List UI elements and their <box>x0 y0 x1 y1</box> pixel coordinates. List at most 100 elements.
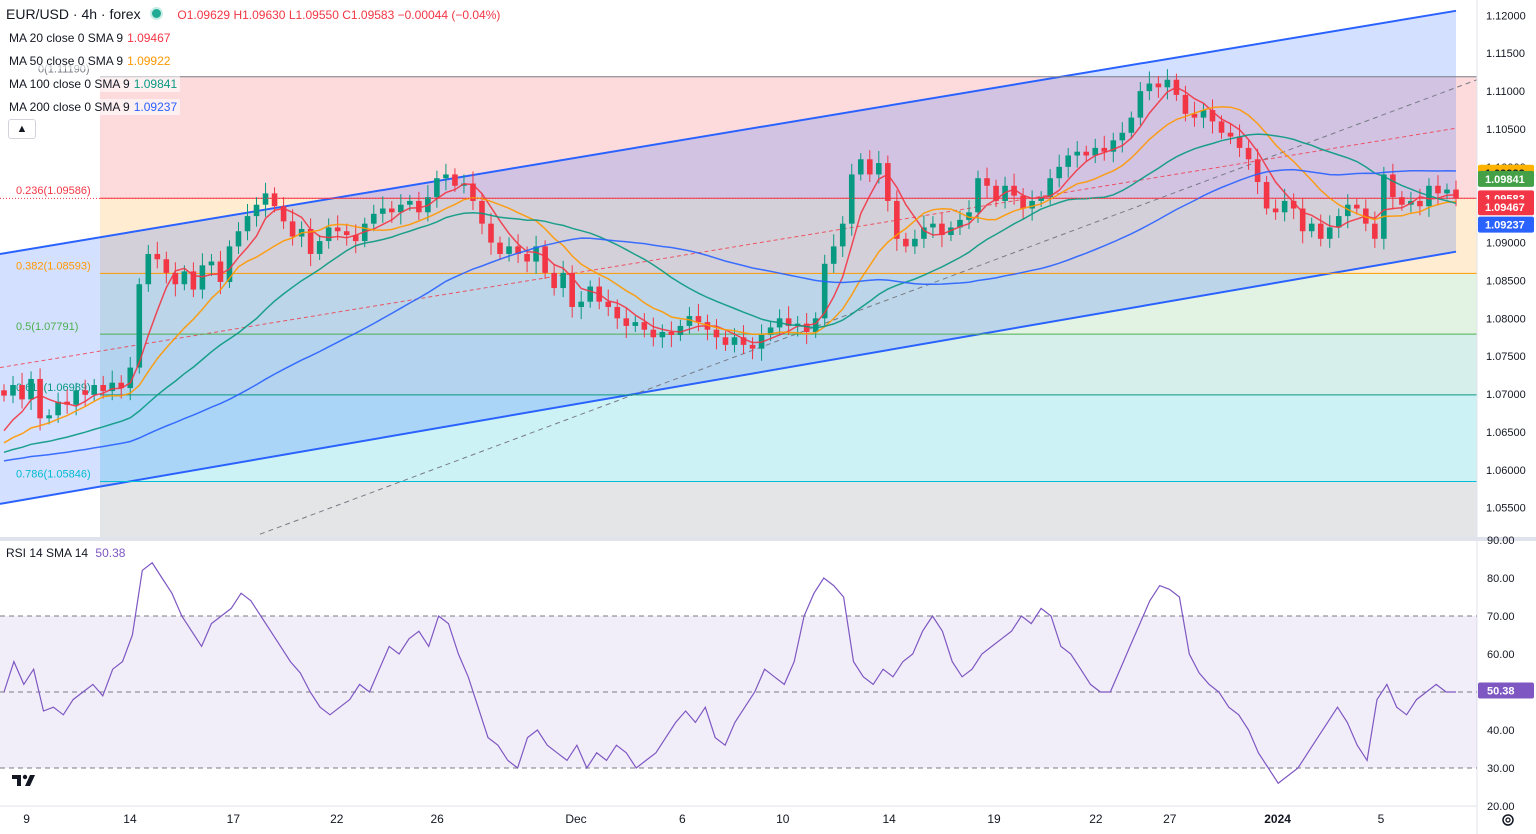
collapse-legend-button[interactable]: ▲ <box>8 119 36 139</box>
candle-body <box>1191 113 1198 118</box>
rsi-tick-label: 80.00 <box>1487 573 1515 585</box>
candle-body <box>569 272 575 307</box>
legend-ma100[interactable]: MA 100 close 0 SMA 9 1.09841 <box>6 76 181 92</box>
chart-header: EUR/USD · 4h · forex O1.09629 H1.09630 L… <box>6 6 500 22</box>
candle-body <box>244 216 251 232</box>
tradingview-logo-icon[interactable] <box>10 770 40 790</box>
market-open-icon <box>150 7 164 20</box>
price-label-badge <box>1478 199 1534 216</box>
candle-body <box>1146 83 1153 92</box>
rsi-tick-label: 40.00 <box>1487 725 1515 737</box>
candle-body <box>407 200 413 205</box>
price-tick-label: 1.07500 <box>1486 351 1526 363</box>
candle-body <box>1101 147 1108 152</box>
candle-body <box>803 323 810 332</box>
candle-body <box>217 261 224 282</box>
price-tick-label: 1.12000 <box>1486 10 1526 22</box>
fib-trend-line <box>259 79 1478 535</box>
candle-body <box>975 178 981 213</box>
candle-body <box>1236 136 1243 148</box>
candle-body <box>1390 174 1396 198</box>
legend-ma200[interactable]: MA 200 close 0 SMA 9 1.09237 <box>6 99 181 115</box>
price-label-badge <box>1478 216 1534 233</box>
candle-body <box>1137 91 1144 118</box>
candle-body <box>542 246 548 273</box>
candle-body <box>605 301 612 307</box>
candle-body <box>1381 174 1387 239</box>
candle-body <box>1227 132 1234 137</box>
candle-body <box>1372 223 1378 239</box>
legend-rsi[interactable]: RSI 14 SMA 14 50.38 <box>6 546 125 560</box>
legend-ma20[interactable]: MA 20 close 0 SMA 9 1.09467 <box>6 30 174 46</box>
candle-body <box>1335 216 1342 228</box>
chevron-up-icon: ▲ <box>16 123 28 135</box>
candle-body <box>1182 94 1189 114</box>
price-tick-label: 1.06000 <box>1486 465 1526 477</box>
candle-body <box>740 337 747 345</box>
price-tick-label: 1.10500 <box>1486 124 1526 136</box>
time-tick-label: 27 <box>1163 812 1177 826</box>
candle-body <box>1128 117 1135 133</box>
candle-body <box>1119 132 1126 141</box>
candle-body <box>316 241 323 254</box>
legend-ma20-label: MA 20 close 0 SMA 9 <box>9 31 124 45</box>
ohlc-change: −0.00044 (−0.04%) <box>397 8 501 22</box>
candle-body <box>1417 200 1423 207</box>
candle-body <box>939 223 945 236</box>
price-label-badge <box>1478 170 1534 187</box>
gear-icon[interactable] <box>1500 812 1516 828</box>
candle-body <box>100 384 107 392</box>
ma100-line <box>3 133 1457 454</box>
symbol-title[interactable]: EUR/USD · 4h · forex <box>6 6 141 22</box>
candle-body <box>1164 79 1171 88</box>
candle-body <box>857 159 864 175</box>
legend-ma200-value: 1.09237 <box>133 100 178 114</box>
candle-body <box>253 204 260 217</box>
candle-body <box>181 271 188 285</box>
candle-body <box>163 259 170 273</box>
candle-body <box>722 337 729 345</box>
candle-body <box>452 174 458 186</box>
candle-body <box>1263 182 1270 209</box>
candle-body <box>226 246 233 282</box>
candle-body <box>37 378 43 419</box>
legend-ma50-value: 1.09922 <box>127 54 171 68</box>
candle-body <box>154 253 161 260</box>
legend-ma100-label: MA 100 close 0 SMA 9 <box>9 77 130 91</box>
ohlc-readout: O1.09629 H1.09630 L1.09550 C1.09583 −0.0… <box>177 8 500 22</box>
candle-body <box>370 213 377 224</box>
candle-body <box>1209 110 1216 122</box>
ohlc-open: O1.09629 <box>177 8 231 22</box>
candle-body <box>912 238 918 247</box>
candle-body <box>993 185 999 201</box>
rsi-tick-label: 90.00 <box>1487 535 1515 547</box>
candle-body <box>1 390 7 396</box>
ma20-line <box>3 86 1457 432</box>
rsi-tick-label: 30.00 <box>1487 763 1515 775</box>
candle-body <box>325 227 332 242</box>
candle-body <box>587 286 594 302</box>
candle-body <box>1047 178 1053 198</box>
candle-body <box>289 221 296 237</box>
candle-body <box>307 228 314 254</box>
candle-body <box>560 272 566 289</box>
candle-body <box>109 382 116 392</box>
ohlc-close: C1.09583 <box>342 8 395 22</box>
price-tick-label: 1.08500 <box>1486 275 1526 287</box>
candle-body <box>894 200 900 239</box>
candle-body <box>749 344 756 349</box>
candle-body <box>921 227 927 239</box>
legend-ma50[interactable]: MA 50 close 0 SMA 9 1.09922 <box>6 53 174 69</box>
candle-body <box>1155 83 1162 88</box>
candle-body <box>1245 147 1252 160</box>
candle-body <box>118 382 125 389</box>
time-tick-label: Dec <box>565 812 586 826</box>
candle-body <box>1254 159 1261 182</box>
candle-body <box>821 263 828 319</box>
candle-body <box>731 337 738 345</box>
candle-body <box>966 212 972 220</box>
time-tick-label: 22 <box>330 812 344 826</box>
legend-ma100-value: 1.09841 <box>133 77 178 91</box>
fib-label: 0.786(1.05846) <box>16 468 91 480</box>
